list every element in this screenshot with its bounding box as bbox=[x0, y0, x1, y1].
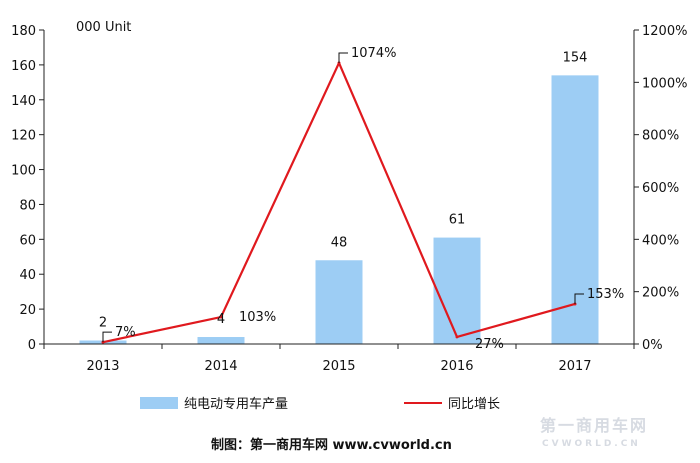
watermark: 第一商用车网 CVWORLD.CN bbox=[540, 416, 648, 449]
growth-value-label-2015: 1074% bbox=[351, 46, 396, 61]
bar-value-label-2016: 61 bbox=[449, 213, 466, 228]
legend: 纯电动专用车产量 同比增长 bbox=[140, 396, 500, 412]
y-left-tick-label: 40 bbox=[19, 268, 36, 283]
legend-bar-label: 纯电动专用车产量 bbox=[184, 396, 288, 412]
bar-value-label-2014: 4 bbox=[217, 312, 225, 327]
growth-value-label-2013: 7% bbox=[115, 325, 136, 340]
data-labels-layer: 2 4 48 61 154 7% 103% 1074% 27% 153% bbox=[99, 46, 624, 352]
bar-2016 bbox=[433, 237, 481, 344]
bar-value-label-2017: 154 bbox=[563, 50, 588, 65]
y-right-tick-label: 1000% bbox=[642, 76, 687, 91]
x-tick-label-2013: 2013 bbox=[86, 359, 119, 374]
y-right-tick-label: 0% bbox=[642, 338, 663, 353]
x-tick-label-2015: 2015 bbox=[322, 359, 355, 374]
x-tick-label-2016: 2016 bbox=[440, 359, 473, 374]
growth-label-leader-2013 bbox=[102, 331, 112, 343]
axes-layer: 0 20 40 60 80 100 120 140 160 180 0% 200% 400% 600% 80… bbox=[11, 24, 687, 374]
bar-value-label-2015: 48 bbox=[331, 235, 348, 250]
growth-label-leader-2017 bbox=[574, 293, 584, 304]
growth-point-2014 bbox=[219, 315, 223, 319]
y-right-tick-label: 800% bbox=[642, 129, 679, 144]
y-right-tick-label: 600% bbox=[642, 181, 679, 196]
bars-layer bbox=[79, 75, 599, 344]
legend-bar-swatch bbox=[140, 397, 178, 409]
watermark-main: 第一商用车网 bbox=[540, 416, 648, 435]
y-left-tick-label: 0 bbox=[28, 338, 36, 353]
source-caption: 制图：第一商用车网 www.cvworld.cn bbox=[211, 437, 452, 453]
y-left-tick-label: 100 bbox=[11, 164, 36, 179]
bar-value-label-2013: 2 bbox=[99, 316, 107, 331]
y-left-tick-label: 140 bbox=[11, 94, 36, 109]
y-right-tick-label: 400% bbox=[642, 233, 679, 248]
bar-2015 bbox=[315, 260, 363, 344]
y-left-tick-label: 120 bbox=[11, 129, 36, 144]
unit-label: 000 Unit bbox=[76, 20, 131, 35]
growth-label-leader-2015 bbox=[338, 52, 348, 63]
y-left-tick-label: 160 bbox=[11, 59, 36, 74]
y-left-tick-label: 60 bbox=[19, 233, 36, 248]
growth-value-label-2014: 103% bbox=[239, 310, 276, 325]
x-tick-label-2017: 2017 bbox=[558, 359, 591, 374]
x-tick-label-2014: 2014 bbox=[204, 359, 237, 374]
growth-point-2016 bbox=[455, 335, 459, 339]
y-right-tick-label: 1200% bbox=[642, 24, 687, 39]
growth-value-label-2016: 27% bbox=[475, 337, 504, 352]
y-left-tick-label: 20 bbox=[19, 303, 36, 318]
growth-value-label-2017: 153% bbox=[587, 287, 624, 302]
y-left-tick-label: 80 bbox=[19, 198, 36, 213]
y-left-tick-label: 180 bbox=[11, 24, 36, 39]
watermark-sub: CVWORLD.CN bbox=[542, 439, 641, 449]
bar-2014 bbox=[197, 337, 245, 344]
legend-line-label: 同比增长 bbox=[448, 397, 500, 412]
y-right-tick-label: 200% bbox=[642, 286, 679, 301]
